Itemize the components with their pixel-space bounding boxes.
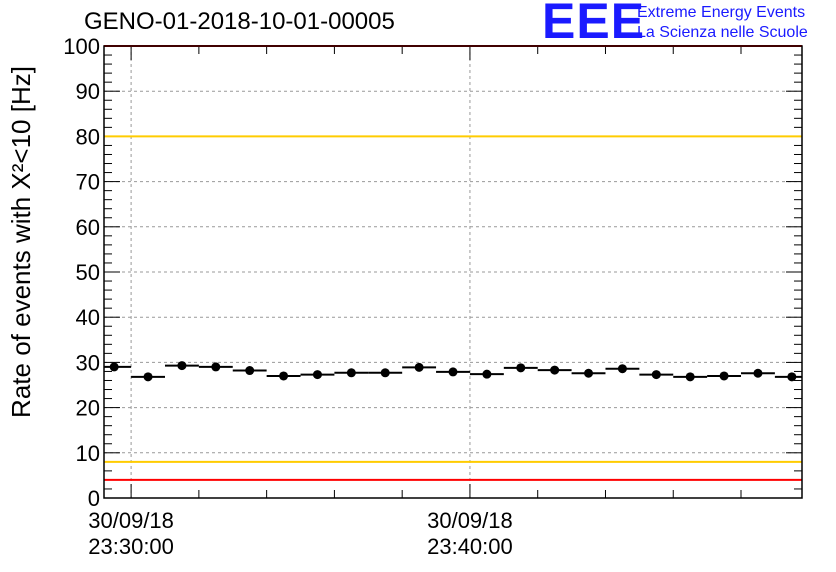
eee-logo: EEE Extreme Energy Events La Scienza nel… xyxy=(540,0,830,49)
x-tick-label: 30/09/18 23:40:00 xyxy=(410,508,530,560)
y-tick-label: 10 xyxy=(76,441,100,466)
data-point xyxy=(685,372,695,382)
y-tick-label: 20 xyxy=(76,396,100,421)
data-point xyxy=(651,370,661,380)
data-point xyxy=(719,371,729,381)
x-tick-time: 23:30:00 xyxy=(88,534,174,559)
y-tick-label: 80 xyxy=(76,124,100,149)
data-point xyxy=(482,369,492,379)
y-tick-label: 100 xyxy=(63,34,100,59)
data-point xyxy=(550,365,560,375)
x-tick-label: 30/09/18 23:30:00 xyxy=(71,508,191,560)
data-point xyxy=(109,362,119,372)
x-tick-date: 30/09/18 xyxy=(427,508,513,533)
eee-logo-mark: EEE xyxy=(542,0,646,49)
data-point xyxy=(516,363,526,373)
data-point xyxy=(617,364,627,374)
y-tick-label: 90 xyxy=(76,79,100,104)
data-point xyxy=(787,372,797,382)
y-tick-label: 50 xyxy=(76,260,100,285)
y-tick-label: 70 xyxy=(76,170,100,195)
x-tick-date: 30/09/18 xyxy=(88,508,174,533)
data-point xyxy=(753,368,763,378)
chart-title: GENO-01-2018-10-01-00005 xyxy=(84,8,395,35)
data-point xyxy=(245,366,255,376)
data-point xyxy=(177,361,187,371)
data-point xyxy=(584,368,594,378)
data-point xyxy=(312,370,322,380)
y-tick-label: 60 xyxy=(76,215,100,240)
data-point xyxy=(346,368,356,378)
logo-caption-line2: La Scienza nelle Scuole xyxy=(637,24,808,41)
data-point xyxy=(414,362,424,372)
y-tick-label: 40 xyxy=(76,305,100,330)
plot-frame xyxy=(103,45,803,499)
data-point xyxy=(448,367,458,377)
x-tick-time: 23:40:00 xyxy=(427,534,513,559)
data-point xyxy=(211,362,221,372)
data-point xyxy=(380,368,390,378)
y-tick-label: 0 xyxy=(88,486,100,511)
y-axis-label: Rate of events with X²<10 [Hz] xyxy=(6,66,36,418)
y-tick-label: 30 xyxy=(76,350,100,375)
data-point xyxy=(279,371,289,381)
data-point xyxy=(143,372,153,382)
logo-caption-line1: Extreme Energy Events xyxy=(637,4,806,21)
